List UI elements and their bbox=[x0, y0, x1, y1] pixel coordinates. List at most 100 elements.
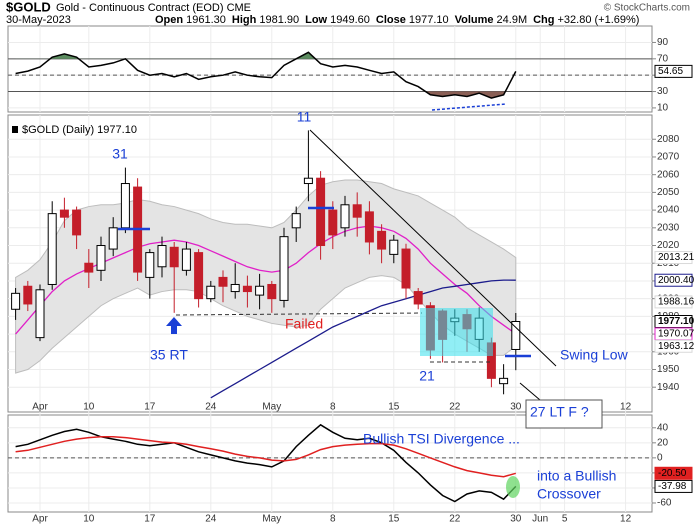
rsi-panel bbox=[7, 25, 653, 113]
candle-body bbox=[279, 236, 289, 301]
date: 30-May-2023 bbox=[6, 14, 71, 26]
support-line bbox=[175, 312, 423, 316]
y-tick-label: 1950 bbox=[657, 364, 680, 375]
x-tick-label: Apr bbox=[32, 402, 48, 413]
y-tick-label: 2070 bbox=[657, 152, 680, 163]
candle-body bbox=[84, 262, 94, 273]
candle-body bbox=[291, 213, 301, 229]
y-tick-label: 70 bbox=[657, 53, 669, 64]
price-label: 1977.10 bbox=[658, 316, 694, 327]
crossover-highlight bbox=[506, 476, 520, 498]
candle-body bbox=[413, 291, 423, 305]
annotation: 11 bbox=[297, 109, 312, 125]
x-tick-label: 12 bbox=[620, 402, 632, 413]
candle-body bbox=[218, 276, 228, 287]
price-label: 1988.16 bbox=[658, 297, 694, 308]
trend-line bbox=[309, 129, 557, 367]
x-tick-label: 17 bbox=[144, 402, 156, 413]
candle-body bbox=[120, 183, 130, 229]
series-line bbox=[15, 436, 517, 478]
stat-label: Chg bbox=[533, 14, 554, 26]
candle-body bbox=[364, 211, 374, 243]
y-tick-label: 1940 bbox=[657, 382, 680, 393]
value-label-bg bbox=[654, 466, 693, 480]
annotation: Bullish TSI Divergence ... bbox=[363, 431, 520, 447]
x-tick-label: 5 bbox=[562, 514, 568, 525]
price-label: 2000.40 bbox=[658, 275, 694, 286]
x-tick-label: 10 bbox=[83, 514, 95, 525]
annotation: 27 LT F ? bbox=[530, 404, 589, 420]
candle-body bbox=[59, 209, 69, 218]
annotation: Crossover bbox=[537, 486, 601, 502]
callout-line bbox=[519, 382, 541, 401]
annotation: 35 RT bbox=[150, 347, 188, 363]
y-tick-label: -60 bbox=[657, 498, 672, 509]
stat-value: 1981.90 bbox=[259, 14, 299, 26]
y-tick-label: 20 bbox=[657, 437, 669, 448]
stat-label: Open bbox=[155, 14, 183, 26]
arrow bbox=[166, 317, 182, 334]
x-tick-label: 30 bbox=[510, 514, 522, 525]
plot-layer: 103050709054.65Apr101724May8152230Jun512… bbox=[8, 26, 694, 525]
stat-value: 1949.60 bbox=[330, 14, 370, 26]
x-tick-label: 24 bbox=[205, 514, 217, 525]
candle-body bbox=[96, 245, 106, 271]
candle-body bbox=[194, 252, 204, 300]
annotation-layer: $GOLD (Daily) 1977.10 31 11 35 RT Failed… bbox=[12, 103, 629, 502]
candle-body bbox=[352, 204, 362, 218]
divergence-line bbox=[431, 103, 507, 111]
candle-body bbox=[328, 209, 338, 236]
price-label: 1970.07 bbox=[658, 329, 694, 340]
candle-body bbox=[35, 289, 45, 339]
y-tick-label: 10 bbox=[657, 103, 669, 114]
candle-body bbox=[511, 320, 521, 350]
consolidation-box bbox=[420, 308, 493, 356]
value-label: -37.98 bbox=[658, 481, 687, 492]
y-tick-label: 2040 bbox=[657, 205, 680, 216]
price-label: 1963.12 bbox=[658, 341, 694, 352]
candle-body bbox=[157, 245, 167, 268]
value-label: 54.65 bbox=[658, 66, 683, 77]
x-tick-label: 30 bbox=[510, 402, 522, 413]
price-label-bg bbox=[654, 295, 693, 309]
stat-label: Volume bbox=[455, 14, 494, 26]
panel-2: Apr101724May8152230Jun51240200-20-40-60-… bbox=[8, 412, 693, 525]
candle-body bbox=[181, 248, 191, 271]
candle-body bbox=[169, 246, 179, 268]
panel-0: 103050709054.65 bbox=[8, 26, 693, 114]
annotation: Swing Low bbox=[560, 347, 629, 363]
candle-body bbox=[242, 285, 252, 293]
stat-value: 1961.30 bbox=[186, 14, 226, 26]
x-tick-label: 22 bbox=[449, 402, 461, 413]
value-label-bg bbox=[654, 479, 693, 493]
x-tick-label: May bbox=[262, 402, 281, 413]
x-tick-label: 15 bbox=[388, 402, 400, 413]
x-tick-label: Jun bbox=[532, 514, 548, 525]
candle-body bbox=[377, 230, 387, 250]
stat-label: High bbox=[232, 14, 257, 26]
candle-body bbox=[206, 285, 216, 300]
y-tick-label: 90 bbox=[657, 37, 669, 48]
x-tick-label: 8 bbox=[330, 514, 336, 525]
x-tick-label: 24 bbox=[205, 402, 217, 413]
y-tick-label: 40 bbox=[657, 422, 669, 433]
candle-body bbox=[23, 285, 33, 305]
y-tick-label: 0 bbox=[657, 453, 663, 464]
symbol: $GOLD bbox=[6, 0, 51, 14]
tsi-panel bbox=[7, 414, 653, 513]
price-label: 2013.21 bbox=[658, 252, 694, 263]
title-marker bbox=[12, 126, 18, 133]
candle-body bbox=[47, 213, 57, 285]
candle-body bbox=[303, 177, 313, 185]
candle-body bbox=[108, 227, 118, 250]
price-title: $GOLD (Daily) 1977.10 bbox=[22, 124, 137, 136]
candle-body bbox=[72, 209, 82, 236]
callout-box bbox=[525, 399, 603, 429]
annotation: Failed bbox=[285, 316, 323, 332]
candle-body bbox=[389, 239, 399, 255]
candle-body bbox=[145, 252, 155, 278]
x-tick-label: 17 bbox=[144, 514, 156, 525]
y-tick-label: 2060 bbox=[657, 169, 680, 180]
stat-value: 1977.10 bbox=[409, 14, 449, 26]
